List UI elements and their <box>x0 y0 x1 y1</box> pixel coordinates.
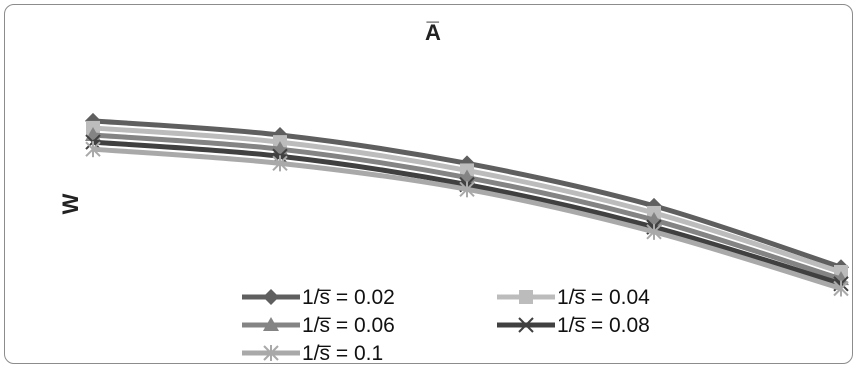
legend-item-2: 1/s̅ = 0.04 <box>497 286 650 309</box>
data-point-5-3 <box>459 181 475 198</box>
data-point-5-2 <box>272 155 288 172</box>
legend-item-3: 1/s̅ = 0.06 <box>242 314 395 337</box>
legend-marker-3 <box>263 317 279 331</box>
legend-label-3: 1/s̅ = 0.06 <box>302 314 395 337</box>
legend-marker-5 <box>263 345 279 361</box>
data-point-5-1 <box>85 141 101 158</box>
legend-marker-4 <box>518 317 534 333</box>
data-point-5-5 <box>833 280 849 297</box>
legend-label-4: 1/s̅ = 0.08 <box>557 314 650 337</box>
y-axis-title: W <box>58 193 83 214</box>
legend-marker-1 <box>263 289 279 305</box>
x-axis-title: A̅ <box>425 20 441 45</box>
legend: 1/s̅ = 0.02 1/s̅ = 0.04 1/s̅ = 0.06 1/s̅ = … <box>242 286 650 365</box>
legend-marker-2 <box>519 290 533 304</box>
series-layer <box>85 112 849 297</box>
legend-item-4: 1/s̅ = 0.08 <box>497 314 650 337</box>
legend-label-1: 1/s̅ = 0.02 <box>302 286 395 309</box>
series-5 <box>85 141 849 297</box>
legend-label-5: 1/s̅ = 0.1 <box>302 342 383 365</box>
legend-label-2: 1/s̅ = 0.04 <box>557 286 650 309</box>
legend-item-1: 1/s̅ = 0.02 <box>242 286 395 309</box>
data-point-1-1 <box>85 112 101 129</box>
data-point-5-4 <box>646 223 662 240</box>
legend-item-5: 1/s̅ = 0.1 <box>242 342 383 365</box>
